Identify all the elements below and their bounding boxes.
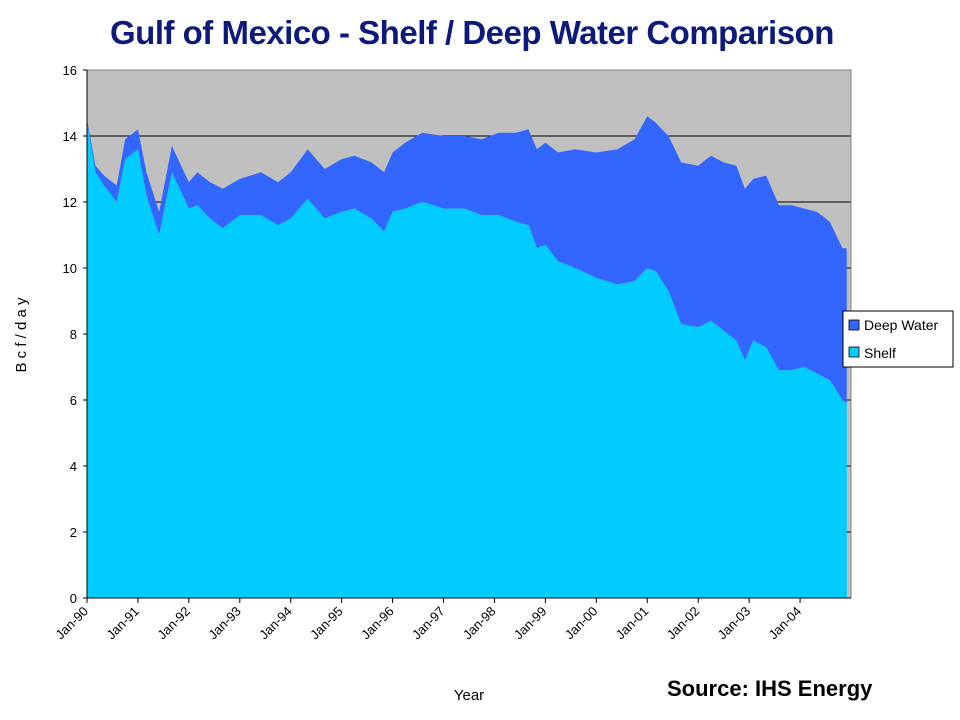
x-tick-label: Jan-95 — [307, 604, 346, 643]
x-tick-label: Jan-92 — [154, 604, 193, 643]
x-tick-label: Jan-91 — [103, 604, 142, 643]
area-deep-water — [87, 116, 847, 404]
legend-swatch-deep-water — [848, 319, 860, 331]
y-tick-label: 12 — [63, 195, 77, 210]
x-tick-label: Jan-98 — [460, 604, 499, 643]
x-tick-label: Jan-99 — [511, 604, 550, 643]
chart-title: Gulf of Mexico - Shelf / Deep Water Comp… — [110, 14, 834, 51]
y-axis: 0 2 4 6 8 10 12 14 16 — [63, 63, 88, 606]
y-tick-label: 14 — [63, 129, 77, 144]
legend-box — [842, 310, 954, 368]
x-tick-label: Jan-97 — [409, 604, 448, 643]
y-tick-label: 10 — [63, 261, 77, 276]
y-axis-title: B c f / d a y — [13, 297, 30, 373]
legend-label-shelf: Shelf — [864, 345, 896, 361]
x-axis: Jan-90 Jan-91 Jan-92 Jan-93 Jan-94 Jan-95 Jan-… — [52, 597, 851, 643]
x-tick-label: Jan-03 — [715, 604, 754, 643]
x-tick-label: Jan-93 — [205, 604, 244, 643]
legend: Deep Water Shelf — [842, 310, 954, 368]
y-tick-label: 4 — [70, 459, 77, 474]
y-tick-label: 2 — [70, 525, 77, 540]
x-tick-label: Jan-01 — [613, 604, 652, 643]
x-tick-label: Jan-04 — [765, 604, 804, 643]
y-tick-label: 0 — [70, 591, 77, 606]
y-tick-label: 8 — [70, 327, 77, 342]
x-tick-label: Jan-94 — [256, 604, 295, 643]
y-tick-label: 16 — [63, 63, 77, 78]
x-axis-title: Year — [454, 687, 484, 704]
x-tick-label: Jan-00 — [562, 604, 601, 643]
area-shelf — [87, 122, 847, 599]
legend-swatch-shelf — [848, 346, 860, 358]
area-series — [87, 116, 847, 599]
x-tick-label: Jan-96 — [358, 604, 397, 643]
x-tick-label: Jan-02 — [664, 604, 703, 643]
x-tick-label: Jan-90 — [52, 604, 91, 643]
legend-label-deep-water: Deep Water — [864, 317, 939, 333]
source-note: Source: IHS Energy — [667, 676, 873, 701]
y-tick-label: 6 — [70, 393, 77, 408]
